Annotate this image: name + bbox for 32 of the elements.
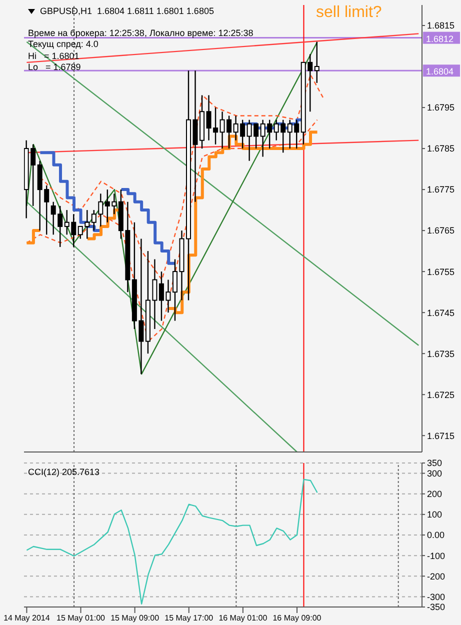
y-tick-label: 100	[427, 510, 442, 520]
y-tick-label: 350	[427, 458, 442, 468]
y-tick-label: 1.6725	[427, 390, 455, 400]
y-tick-label: 1.6785	[427, 144, 455, 154]
y-tick-label: -350	[427, 602, 446, 612]
y-tick-label: -100	[427, 550, 446, 561]
x-tick-label: 16 May 01:00	[218, 614, 268, 623]
y-tick-label: 1.6755	[427, 266, 455, 277]
x-tick-label: 16 May 09:00	[272, 614, 322, 623]
annotation: sell limit?	[316, 4, 382, 22]
ref-line-label: 1.6812	[426, 34, 454, 44]
x-tick-label: 15 May 17:00	[164, 614, 214, 623]
y-tick-label: 1.6715	[427, 430, 455, 441]
x-tick-label: 15 May 09:00	[110, 614, 160, 623]
y-tick-label: 200	[427, 489, 442, 500]
annotation: Текущ спред: 4.0	[28, 39, 100, 50]
x-tick-label: 14 May 2014	[4, 614, 50, 623]
text: CCI(12) 205.7613	[28, 467, 100, 478]
y-tick-label: 1.6815	[427, 20, 455, 31]
y-tick-label: 1.6795	[427, 102, 455, 113]
y-tick-label: -300	[427, 592, 446, 602]
y-tick-label: 1.6765	[427, 226, 455, 236]
x-tick-label: 15 May 01:00	[56, 614, 106, 623]
y-tick-label: 300	[427, 468, 442, 478]
annotation: Време на брокера: 12:25:38, Локално време: 12:25:38	[28, 28, 254, 39]
chart-title: GBPUSD,H1 1.6804 1.6811 1.6801 1.6805	[40, 6, 214, 18]
y-tick-label: 0.00	[427, 530, 445, 540]
y-tick-label: -200	[427, 571, 446, 582]
y-tick-label: 1.6735	[427, 348, 455, 359]
ref-line-label: 1.6804	[426, 66, 454, 77]
y-tick-label: 1.6745	[427, 308, 455, 318]
y-tick-label: 1.6775	[427, 184, 455, 195]
